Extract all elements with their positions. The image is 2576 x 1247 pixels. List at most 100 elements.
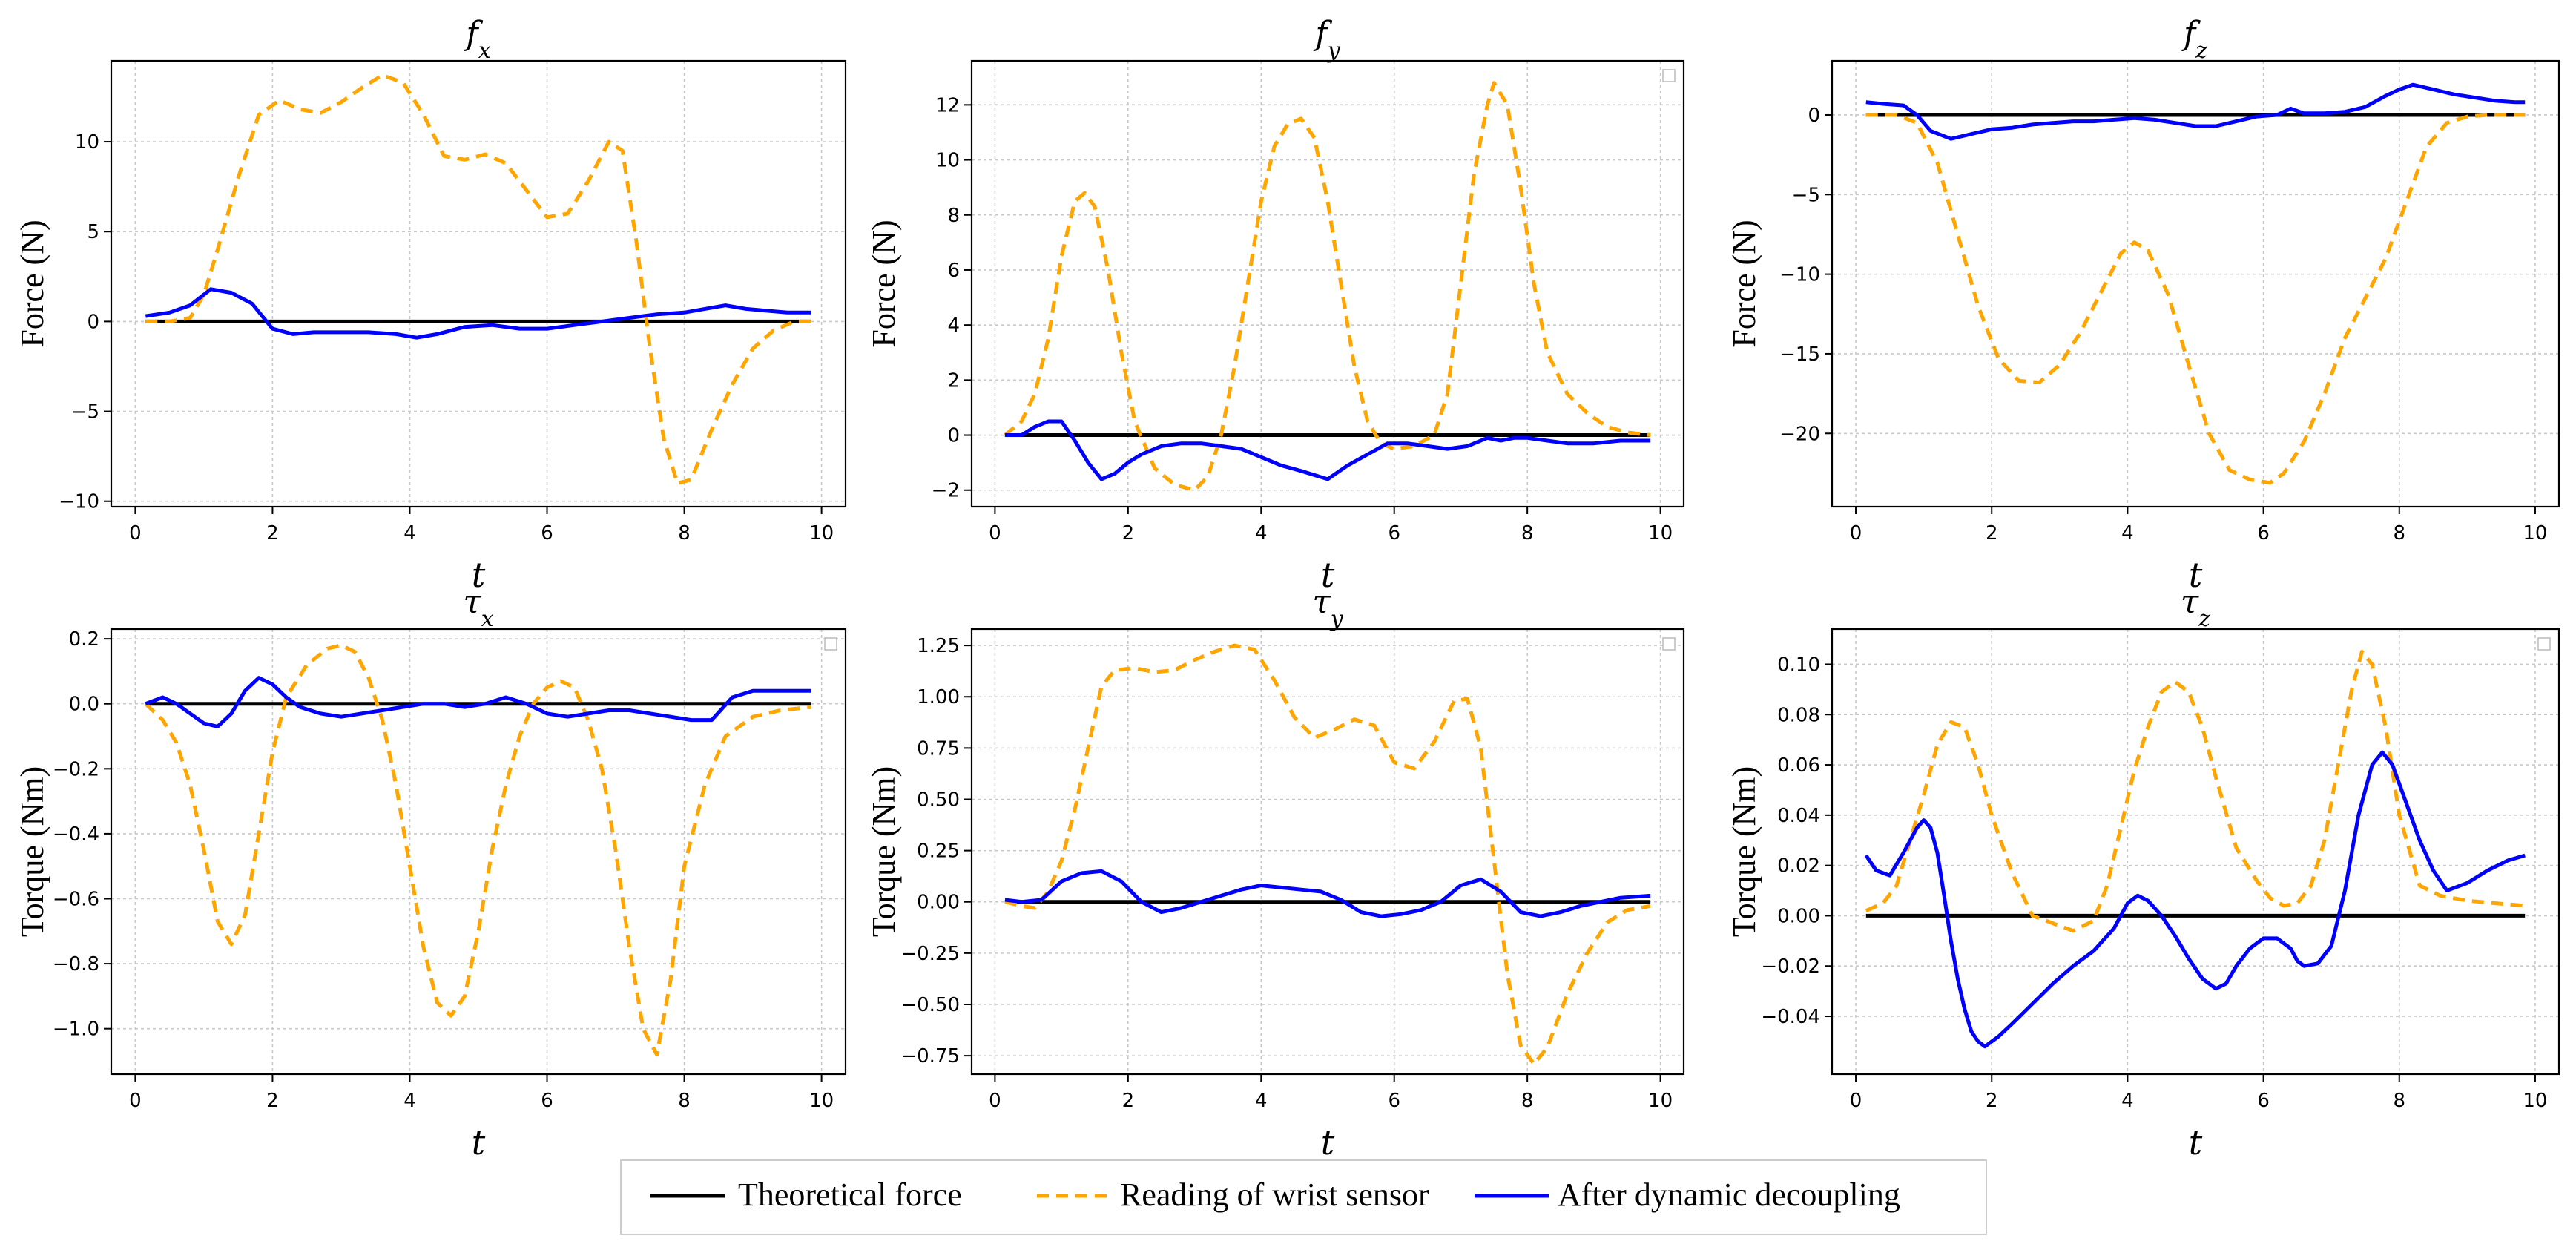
x-tick-label: 10 [809, 522, 834, 544]
y-tick-label: −0.75 [900, 1045, 960, 1067]
y-tick-label: 0.02 [1777, 855, 1820, 878]
y-tick-label: 0.08 [1777, 704, 1820, 726]
x-tick-label: 2 [1986, 1090, 1998, 1112]
y-tick-label: 0.00 [1777, 905, 1820, 927]
axes-frame [1831, 628, 2560, 1076]
y-axis-label: Torque (Nm) [1726, 766, 1762, 937]
series-line-decoupled [1004, 869, 1651, 918]
y-tick-label: 0 [947, 425, 960, 447]
x-axis-label: t [472, 1122, 486, 1162]
y-tick-label: 0.10 [1777, 654, 1820, 676]
x-tick-label: 6 [541, 522, 553, 544]
y-tick-label: 5 [87, 221, 99, 243]
panel-1: 0 2 4 6 8 10 −10 −5 0 5 10 fx t Force (N) [14, 15, 847, 595]
y-tick-label: −0.04 [1761, 1006, 1820, 1028]
y-tick-label: 1.00 [917, 686, 960, 708]
y-tick-label: −1.0 [53, 1019, 99, 1041]
y-tick-label: −0.4 [53, 823, 99, 846]
y-tick-label: −0.8 [53, 953, 99, 975]
legend-label-theoretical: Theoretical force [738, 1177, 962, 1213]
axes-frame [110, 628, 847, 1076]
y-tick-label: 0.75 [917, 737, 960, 760]
y-tick-label: −5 [71, 401, 99, 424]
x-tick-label: 2 [1986, 522, 1998, 544]
y-tick-label: 10 [75, 131, 99, 154]
panel-title: fy [1313, 15, 1340, 64]
x-tick-label: 10 [809, 1090, 834, 1112]
panel-5: 0 2 4 6 8 10 −0.75 −0.50 −0.25 0.00 0.25 0.50 0.75 1.… [866, 583, 1685, 1162]
x-tick-label: 0 [129, 522, 142, 544]
x-tick-label: 8 [1521, 1090, 1534, 1112]
y-tick-label: −10 [59, 491, 99, 513]
empty-legend-box [824, 637, 837, 651]
axes-frame [1831, 59, 2560, 508]
x-tick-label: 4 [2121, 1090, 2134, 1112]
x-tick-label: 4 [403, 522, 416, 544]
y-tick-label: 10 [935, 150, 960, 172]
series-line-wrist [1865, 650, 2526, 933]
y-tick-label: −0.50 [900, 994, 960, 1016]
x-tick-label: 0 [989, 1090, 1001, 1112]
y-tick-label: −0.02 [1761, 955, 1820, 978]
panel-title: fx [464, 15, 490, 64]
x-tick-label: 4 [1255, 522, 1268, 544]
x-tick-label: 2 [1122, 522, 1135, 544]
x-tick-label: 8 [1521, 522, 1534, 544]
x-tick-label: 6 [1388, 1090, 1400, 1112]
series-line-wrist [1004, 643, 1651, 1066]
x-tick-label: 8 [2393, 522, 2405, 544]
y-tick-label: 0.0 [69, 694, 99, 716]
plot-area [1832, 61, 2559, 507]
y-tick-label: −20 [1779, 423, 1820, 445]
x-tick-label: 6 [541, 1090, 553, 1112]
panel-title: τy [1312, 583, 1343, 632]
panel-2: 0 2 4 6 8 10 −2 0 2 4 6 8 10 12 fy t Force (N) [866, 15, 1685, 595]
y-tick-label: 0.06 [1777, 754, 1820, 777]
x-axis-label: t [1321, 1122, 1335, 1162]
y-axis-label: Force (N) [14, 220, 50, 347]
axes-frame [110, 59, 847, 508]
axes-frame [970, 628, 1685, 1076]
x-tick-label: 10 [2523, 522, 2547, 544]
x-tick-label: 0 [1850, 1090, 1862, 1112]
y-tick-label: −0.6 [53, 889, 99, 911]
x-tick-label: 4 [1255, 1090, 1268, 1112]
x-tick-label: 6 [2257, 522, 2270, 544]
panel-title: fz [2181, 15, 2207, 64]
panel-3: 0 2 4 6 8 10 −20 −15 −10 −5 0 fz t Force (N) [1726, 15, 2560, 595]
x-tick-label: 0 [129, 1090, 142, 1112]
series-line-wrist [144, 643, 811, 1057]
x-tick-label: 6 [1388, 522, 1400, 544]
axes-frame [970, 59, 1685, 508]
series-line-decoupled [145, 287, 811, 340]
legend-frame [620, 1159, 1987, 1235]
x-tick-label: 2 [1122, 1090, 1135, 1112]
y-tick-label: 2 [947, 369, 960, 392]
x-tick-label: 0 [1850, 522, 1862, 544]
y-tick-label: 0 [87, 311, 99, 333]
x-tick-label: 0 [989, 522, 1001, 544]
y-tick-label: 0 [1808, 105, 1820, 127]
y-tick-label: −15 [1779, 343, 1820, 366]
plot-area [111, 61, 846, 507]
legend-label-wrist: Reading of wrist sensor [1120, 1177, 1429, 1213]
y-tick-label: 6 [947, 260, 960, 282]
y-tick-label: 4 [947, 315, 960, 337]
panel-6: 0 2 4 6 8 10 −0.04 −0.02 0.00 0.02 0.04 0.06 0.08 0.1… [1726, 583, 2560, 1162]
x-tick-label: 10 [1648, 1090, 1673, 1112]
plot-area [1832, 629, 2559, 1074]
x-tick-label: 8 [678, 1090, 691, 1112]
x-axis-label: t [1321, 555, 1335, 595]
series-line-decoupled [145, 676, 811, 728]
y-tick-label: 1.25 [917, 635, 960, 657]
series-line-wrist [145, 73, 811, 485]
plot-area [972, 629, 1684, 1074]
y-tick-label: 0.25 [917, 840, 960, 863]
y-axis-label: Force (N) [866, 220, 902, 347]
y-tick-label: −0.2 [53, 758, 99, 780]
x-axis-label: t [2189, 555, 2203, 595]
series-line-decoupled [1004, 419, 1651, 481]
y-tick-label: 12 [935, 94, 960, 116]
legend: Theoretical force Reading of wrist senso… [620, 1159, 1987, 1235]
